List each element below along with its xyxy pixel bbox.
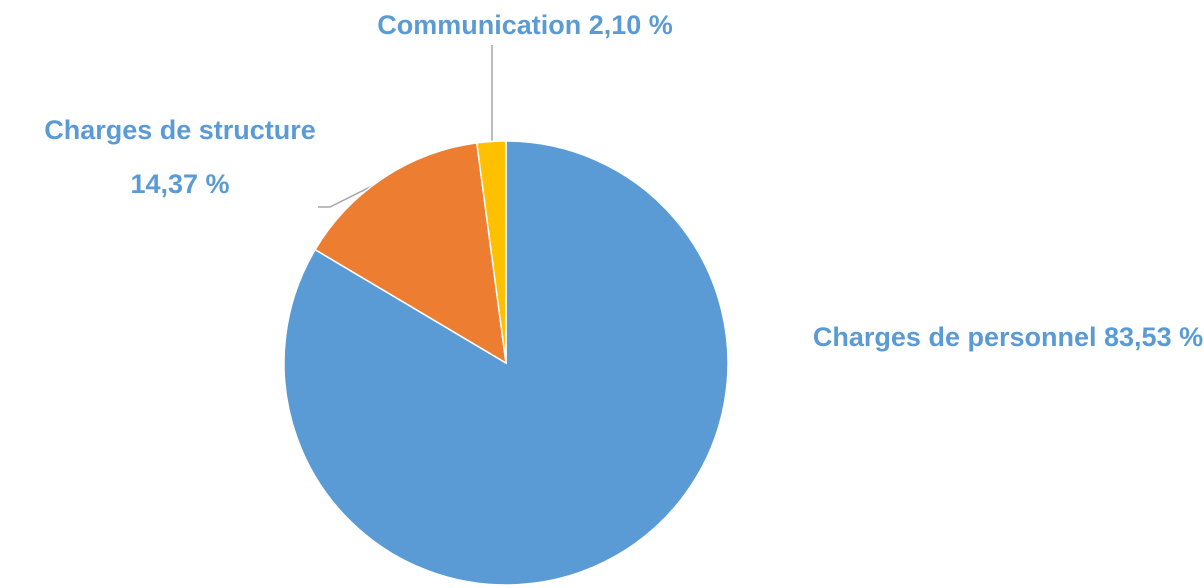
pie-slice (475, 140, 507, 364)
value-label: 83,53 % (1104, 322, 1204, 352)
category-name: Communication (377, 10, 582, 40)
data-label: Communication 2,10 % (280, 0, 770, 52)
category-name: Charges de personnel (812, 322, 1097, 352)
value-label: 2,10 % (588, 10, 673, 40)
category-name: Charges de structure (44, 115, 316, 145)
pie-slice (314, 142, 507, 365)
data-label: Charges de personnel 83,53 % (808, 310, 1204, 364)
value-label: 14,37 % (130, 169, 230, 199)
data-label: Charges de structure 14,37 % (20, 103, 340, 211)
